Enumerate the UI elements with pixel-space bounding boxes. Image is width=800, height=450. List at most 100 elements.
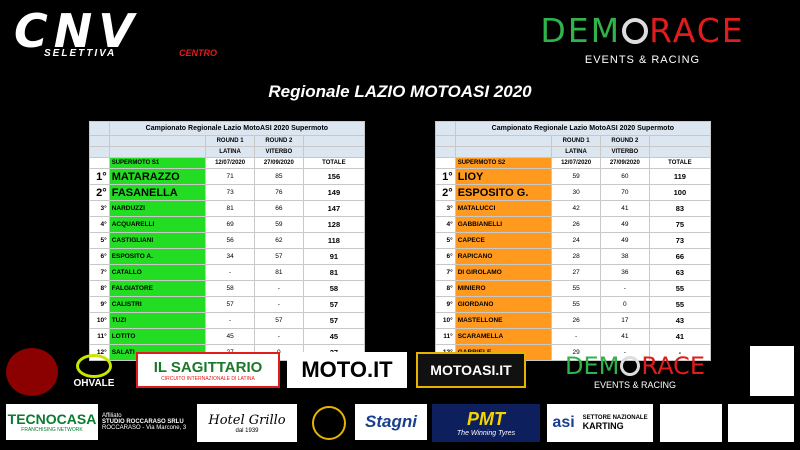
demorace-subtitle: EVENTS & RACING — [584, 54, 701, 66]
pmt-logo: PMT The Winning Tyres — [432, 404, 540, 442]
driver-name-cell: SCARAMELLA — [454, 328, 553, 345]
round1-label: ROUND 1 — [551, 135, 601, 147]
round2-points-cell: 62 — [253, 232, 304, 249]
table-row: 8° FALGIATORE 58-58 — [89, 280, 366, 297]
round2-points-cell: 57 — [253, 248, 304, 265]
position-cell: 1° — [89, 168, 110, 185]
round2-points-cell: - — [253, 328, 304, 345]
tecnocasa-text: TECNOCASA — [7, 411, 97, 427]
round2-points-cell: 57 — [253, 312, 304, 329]
coni-logo — [728, 404, 794, 442]
date1-label: 12/07/2020 — [205, 157, 255, 169]
club-badge-logo — [6, 348, 58, 396]
round1-points-cell: 73 — [205, 184, 255, 201]
pmt-subtitle: The Winning Tyres — [456, 430, 516, 437]
round2-points-cell: 76 — [253, 184, 304, 201]
driver-name-cell: ESPOSITO G. — [454, 184, 553, 201]
demorace-word-red: RACE — [649, 11, 745, 50]
motoit-text: MOTO.IT — [301, 357, 393, 382]
driver-name-cell: MATALUCCI — [454, 200, 553, 217]
position-cell: 5° — [89, 232, 110, 249]
table-row: 5° CASTIGLIANI 56 62 118 — [89, 232, 366, 249]
table-row: 10° MASTELLONE 26 17 43 — [435, 312, 712, 329]
total-header: TOTALE — [648, 157, 712, 169]
position-cell: 7° — [89, 264, 110, 281]
round1-points-cell: 30 — [551, 184, 601, 201]
date2-label: 27/09/2020 — [253, 157, 304, 169]
hotel-grillo-text: Hotel Grillo — [208, 412, 286, 428]
demorace-small-red: RACE — [641, 352, 705, 380]
round1-points-cell: - — [205, 312, 255, 329]
position-cell: 2° — [89, 184, 110, 201]
motoit-logo: MOTO.IT — [287, 352, 407, 388]
table-heading: Campionato Regionale Lazio MotoASI 2020 … — [454, 121, 712, 136]
standings-table-s2: Campionato Regionale Lazio MotoASI 2020 … — [435, 121, 712, 361]
table-row: 11° LOTITO 45-45 — [89, 328, 366, 345]
position-cell: 7° — [435, 264, 456, 281]
sagittario-text: IL SAGITTARIO — [153, 358, 263, 376]
total-points-cell: 147 — [302, 200, 366, 217]
demorace-word-green: DEM — [540, 11, 622, 50]
round2-points-cell: 60 — [599, 168, 650, 185]
round1-points-cell: 58 — [205, 280, 255, 297]
total-points-cell: 83 — [648, 200, 712, 217]
stagni-logo: Stagni — [355, 404, 427, 440]
round1-points-cell: 59 — [551, 168, 601, 185]
table-row: 7° DI GIROLAMO 27 36 63 — [435, 264, 712, 281]
karting-line-2: KARTING — [582, 421, 624, 431]
date2-label: 27/09/2020 — [599, 157, 650, 169]
driver-name-cell: GIORDANO — [454, 296, 553, 313]
round2-points-cell: 66 — [253, 200, 304, 217]
asi-text: asi — [552, 414, 575, 431]
motoasi-text: MOTOASI.IT — [430, 362, 512, 378]
position-cell: 2° — [435, 184, 456, 201]
hotel-grillo-since: dal 1939 — [235, 427, 259, 434]
table-row: 3° NARDUZZI 81 66 147 — [89, 200, 366, 217]
position-cell: 3° — [435, 200, 456, 217]
round2-points-cell: 36 — [599, 264, 650, 281]
round1-points-cell: 57 — [205, 296, 255, 313]
table-row: 5° CAPECE 24 49 73 — [435, 232, 712, 249]
category-label: SUPERMOTO S2 — [454, 157, 553, 169]
position-cell: 11° — [435, 328, 456, 345]
ohvale-logo: OHVALE — [62, 350, 126, 392]
driver-name-cell: DI GIROLAMO — [454, 264, 553, 281]
gear-icon — [622, 18, 649, 44]
round1-points-cell: 28 — [551, 248, 601, 265]
total-points-cell: 66 — [648, 248, 712, 265]
gear-icon — [620, 356, 641, 376]
affiliato-line-2: STUDIO ROCCARASO SRLU — [102, 419, 184, 425]
driver-name-cell: LOTITO — [108, 328, 207, 345]
stagni-text: Stagni — [365, 412, 417, 431]
total-points-cell: 75 — [648, 216, 712, 233]
asi-karting-logo: asi SETTORE NAZIONALE KARTING — [547, 404, 653, 442]
total-points-cell: 41 — [648, 328, 712, 345]
cnv-logo: CNV SELETTIVA CENTRO — [14, 8, 254, 60]
position-cell: 8° — [435, 280, 456, 297]
venue1-label: LATINA — [551, 146, 601, 158]
round2-points-cell: 81 — [253, 264, 304, 281]
affiliato-line-1: Affiliato — [102, 413, 122, 419]
standings-table-s1: Campionato Regionale Lazio MotoASI 2020 … — [89, 121, 366, 361]
position-cell: 4° — [89, 216, 110, 233]
round1-points-cell: - — [551, 328, 601, 345]
driver-name-cell: CATALLO — [108, 264, 207, 281]
sagittario-logo: IL SAGITTARIO CIRCUITO INTERNAZIONALE DI… — [136, 352, 280, 388]
venue1-label: LATINA — [205, 146, 255, 158]
position-cell: 11° — [89, 328, 110, 345]
driver-name-cell: CALISTRI — [108, 296, 207, 313]
driver-name-cell: CASTIGLIANI — [108, 232, 207, 249]
total-points-cell: 57 — [302, 296, 366, 313]
venue2-label: VITERBO — [253, 146, 304, 158]
total-points-cell: 57 — [302, 312, 366, 329]
total-points-cell: 156 — [302, 168, 366, 185]
table-row: 2° ESPOSITO G. 30 70 100 — [435, 184, 712, 201]
round2-points-cell: 17 — [599, 312, 650, 329]
total-points-cell: 73 — [648, 232, 712, 249]
hp-logo — [312, 406, 346, 440]
driver-name-cell: LIOY — [454, 168, 553, 185]
total-points-cell: 119 — [648, 168, 712, 185]
total-points-cell: 100 — [648, 184, 712, 201]
round2-label: ROUND 2 — [253, 135, 304, 147]
round2-points-cell: 85 — [253, 168, 304, 185]
